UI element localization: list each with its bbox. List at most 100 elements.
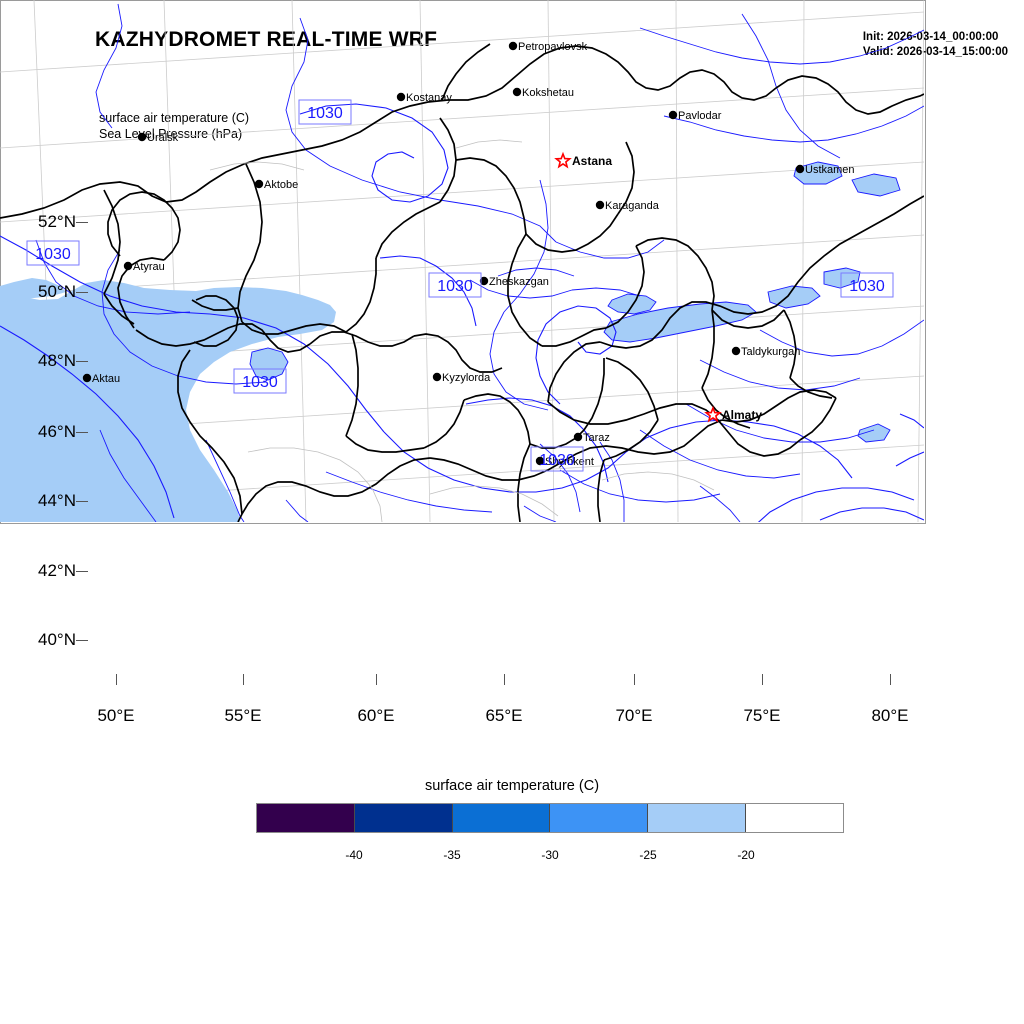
- latitude-tick-mark: [76, 292, 88, 293]
- colorbar-segment: [647, 804, 746, 832]
- city-label: Taraz: [583, 432, 610, 444]
- latitude-tick-label: 52°N: [38, 212, 76, 231]
- city-marker-karaganda[interactable]: Karaganda: [595, 200, 660, 212]
- latitude-tick-mark: [76, 222, 88, 223]
- latitude-tick-mark: [76, 432, 88, 433]
- city-label: Kokshetau: [522, 87, 574, 99]
- city-marker-kokshetau[interactable]: Kokshetau: [512, 87, 574, 99]
- city-marker-astana[interactable]: Astana: [554, 151, 612, 169]
- pressure-label-text: 1030: [437, 278, 473, 295]
- longitude-tick-label: 65°E: [485, 706, 523, 725]
- city-label: Taldykurgan: [741, 346, 800, 358]
- city-marker-taldykurgan[interactable]: Taldykurgan: [731, 346, 801, 358]
- longitude-tick-label: 70°E: [615, 706, 653, 725]
- colorbar-segment: [549, 804, 648, 832]
- city-dot-icon: [432, 372, 442, 382]
- city-marker-taraz[interactable]: Taraz: [573, 432, 610, 444]
- pressure-contour-label: 1030: [840, 272, 894, 298]
- pressure-contour-label: 1030: [530, 446, 584, 472]
- city-dot-icon: [731, 346, 741, 356]
- city-label: Zheskazgan: [489, 276, 549, 288]
- longitude-tick-label: 60°E: [357, 706, 395, 725]
- city-marker-kyzylorda[interactable]: Kyzylorda: [432, 372, 491, 384]
- city-label: Ustkamen: [805, 164, 855, 176]
- field-label-temperature: surface air temperature (C): [99, 111, 250, 125]
- model-run-info: Init: 2026-03-14_00:00:00 Valid: 2026-03…: [863, 30, 1008, 60]
- latitude-tick-mark: [76, 640, 88, 641]
- colorbar-title: surface air temperature (C): [424, 778, 600, 794]
- city-dot-icon: [396, 92, 406, 102]
- colorbar-segment: [353, 804, 452, 832]
- pressure-label-box: [428, 272, 482, 298]
- city-label: Karaganda: [605, 200, 660, 212]
- colorbar-tick-label: -30: [541, 848, 559, 862]
- city-marker-zheskazgan[interactable]: Zheskazgan: [479, 276, 549, 288]
- colorbar-segment: [745, 804, 843, 832]
- city-label: Aktobe: [264, 179, 298, 191]
- pressure-label-text: 1030: [242, 374, 278, 391]
- longitude-tick-mark: [504, 674, 505, 685]
- city-label: Kostanay: [406, 92, 452, 104]
- pressure-label-box: [840, 272, 894, 298]
- city-label: Pavlodar: [678, 110, 722, 122]
- colorbar-segment: [257, 804, 354, 832]
- pressure-label-box: [26, 240, 80, 266]
- pressure-label-layer: 1030 1030 1030 1030 1030 1030: [26, 99, 894, 472]
- city-marker-almaty[interactable]: Almaty: [704, 405, 762, 423]
- city-label: Atyrau: [133, 261, 165, 273]
- latitude-tick-mark: [76, 501, 88, 502]
- latitude-tick-label: 42°N: [38, 561, 76, 580]
- city-marker-pavlodar[interactable]: Pavlodar: [668, 110, 722, 122]
- city-marker-shymkent[interactable]: Shymkent: [535, 456, 594, 468]
- colorbar[interactable]: [256, 803, 844, 833]
- city-dot-icon: [137, 132, 147, 142]
- map-canvas[interactable]: Petropavlovsk Kostanay Kokshetau Pavlodar Ur…: [0, 0, 926, 524]
- longitude-tick-label: 75°E: [743, 706, 781, 725]
- latitude-tick-label: 46°N: [38, 422, 76, 441]
- pressure-label-box: [530, 446, 584, 472]
- longitude-tick-label: 80°E: [871, 706, 909, 725]
- valid-time-label: Valid: 2026-03-14_15:00:00: [862, 46, 1008, 58]
- latitude-tick-mark: [76, 571, 88, 572]
- city-marker-atyrau[interactable]: Atyrau: [123, 261, 165, 273]
- pressure-contour-label: 1030: [428, 272, 482, 298]
- city-marker-petropavlovsk[interactable]: Petropavlovsk: [508, 41, 588, 53]
- latitude-tick-mark: [76, 361, 88, 362]
- colorbar-tick-label: -35: [443, 848, 461, 862]
- field-label-pressure: Sea Level Pressure (hPa): [99, 127, 243, 141]
- pressure-label-text: 1030: [539, 452, 575, 469]
- colorbar-tick-label: -25: [639, 848, 657, 862]
- city-label: Kyzylorda: [442, 372, 491, 384]
- field-description: surface air temperature (C) Sea Level Pr…: [99, 110, 249, 142]
- latitude-tick-label: 40°N: [38, 630, 76, 649]
- longitude-tick-mark: [243, 674, 244, 685]
- city-dot-icon: [479, 276, 489, 286]
- city-label: Almaty: [722, 408, 762, 422]
- city-marker-uralsk[interactable]: Uralsk: [137, 132, 179, 144]
- city-marker-kostanay[interactable]: Kostanay: [396, 92, 453, 104]
- pressure-contour-label: 1030: [233, 368, 287, 394]
- city-marker-aktobe[interactable]: Aktobe: [254, 179, 298, 191]
- map-graphics: Petropavlovsk Kostanay Kokshetau Pavlodar Ur…: [0, 0, 924, 522]
- page-title: KAZHYDROMET REAL-TIME WRF: [95, 28, 438, 51]
- city-label: Aktau: [92, 373, 120, 385]
- city-label: Uralsk: [147, 132, 179, 144]
- city-marker-ustkamen[interactable]: Ustkamen: [795, 164, 855, 176]
- water-temperature-shading: [0, 162, 900, 522]
- city-markers-layer: Petropavlovsk Kostanay Kokshetau Pavlodar Ur…: [82, 41, 855, 468]
- city-marker-aktau[interactable]: Aktau: [82, 373, 120, 385]
- latitude-tick-label: 48°N: [38, 351, 76, 370]
- country-borders: [0, 43, 924, 522]
- init-time-label: Init: 2026-03-14_00:00:00: [862, 31, 999, 43]
- city-label: Shymkent: [545, 456, 594, 468]
- city-dot-icon: [595, 200, 605, 210]
- pressure-label-text: 1030: [849, 278, 885, 295]
- capital-star-icon: [554, 151, 572, 169]
- pressure-label-text: 1030: [35, 246, 71, 263]
- longitude-tick-mark: [762, 674, 763, 685]
- pressure-contour-label: 1030: [26, 240, 80, 266]
- pressure-label-box: [233, 368, 287, 394]
- city-label: Astana: [572, 154, 612, 168]
- colorbar-tick-label: -20: [737, 848, 755, 862]
- city-dot-icon: [123, 261, 133, 271]
